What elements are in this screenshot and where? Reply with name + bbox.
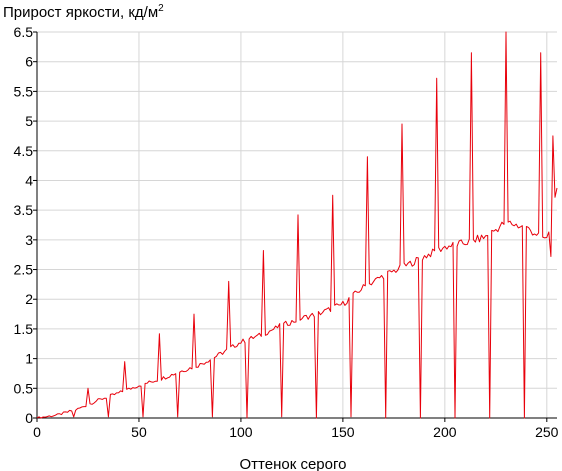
x-tick-label: 100 bbox=[229, 424, 253, 440]
y-tick-label: 3.5 bbox=[14, 202, 34, 218]
y-axis-title: Прирост яркости, кд/м2 bbox=[3, 3, 164, 21]
y-tick-label: 6 bbox=[25, 54, 33, 70]
y-tick-label: 1 bbox=[25, 351, 33, 367]
x-axis-ticks: 0 50 100 150 200 250 bbox=[33, 418, 559, 440]
x-tick-label: 150 bbox=[331, 424, 355, 440]
y-tick-label: 2.5 bbox=[14, 262, 34, 278]
plot-frame bbox=[36, 32, 557, 419]
x-tick-label: 50 bbox=[131, 424, 147, 440]
y-tick-label: 3 bbox=[25, 232, 33, 248]
y-tick-label: 4.5 bbox=[14, 143, 34, 159]
y-tick-label: 0.5 bbox=[14, 380, 34, 396]
grid bbox=[36, 31, 557, 419]
x-tick-label: 250 bbox=[535, 424, 559, 440]
y-tick-label: 1.5 bbox=[14, 321, 34, 337]
series-line bbox=[36, 31, 558, 419]
y-axis-ticks: 0 0.5 1 1.5 2 2.5 3 3.5 4 4.5 5 5.5 6 6.5 bbox=[14, 24, 37, 426]
y-tick-label: 2 bbox=[25, 291, 33, 307]
y-axis-title-main: Прирост яркости, кд/м bbox=[3, 4, 158, 21]
x-tick-label: 200 bbox=[433, 424, 457, 440]
y-axis-title-superscript: 2 bbox=[158, 3, 164, 14]
x-tick-label: 0 bbox=[33, 424, 41, 440]
y-tick-label: 4 bbox=[25, 172, 33, 188]
y-tick-label: 5 bbox=[25, 113, 33, 129]
x-axis-title: Оттенок серого bbox=[240, 456, 347, 471]
series-group bbox=[36, 31, 558, 419]
y-tick-label: 6.5 bbox=[14, 24, 34, 40]
y-tick-label: 5.5 bbox=[14, 83, 34, 99]
y-tick-label: 0 bbox=[25, 410, 33, 426]
